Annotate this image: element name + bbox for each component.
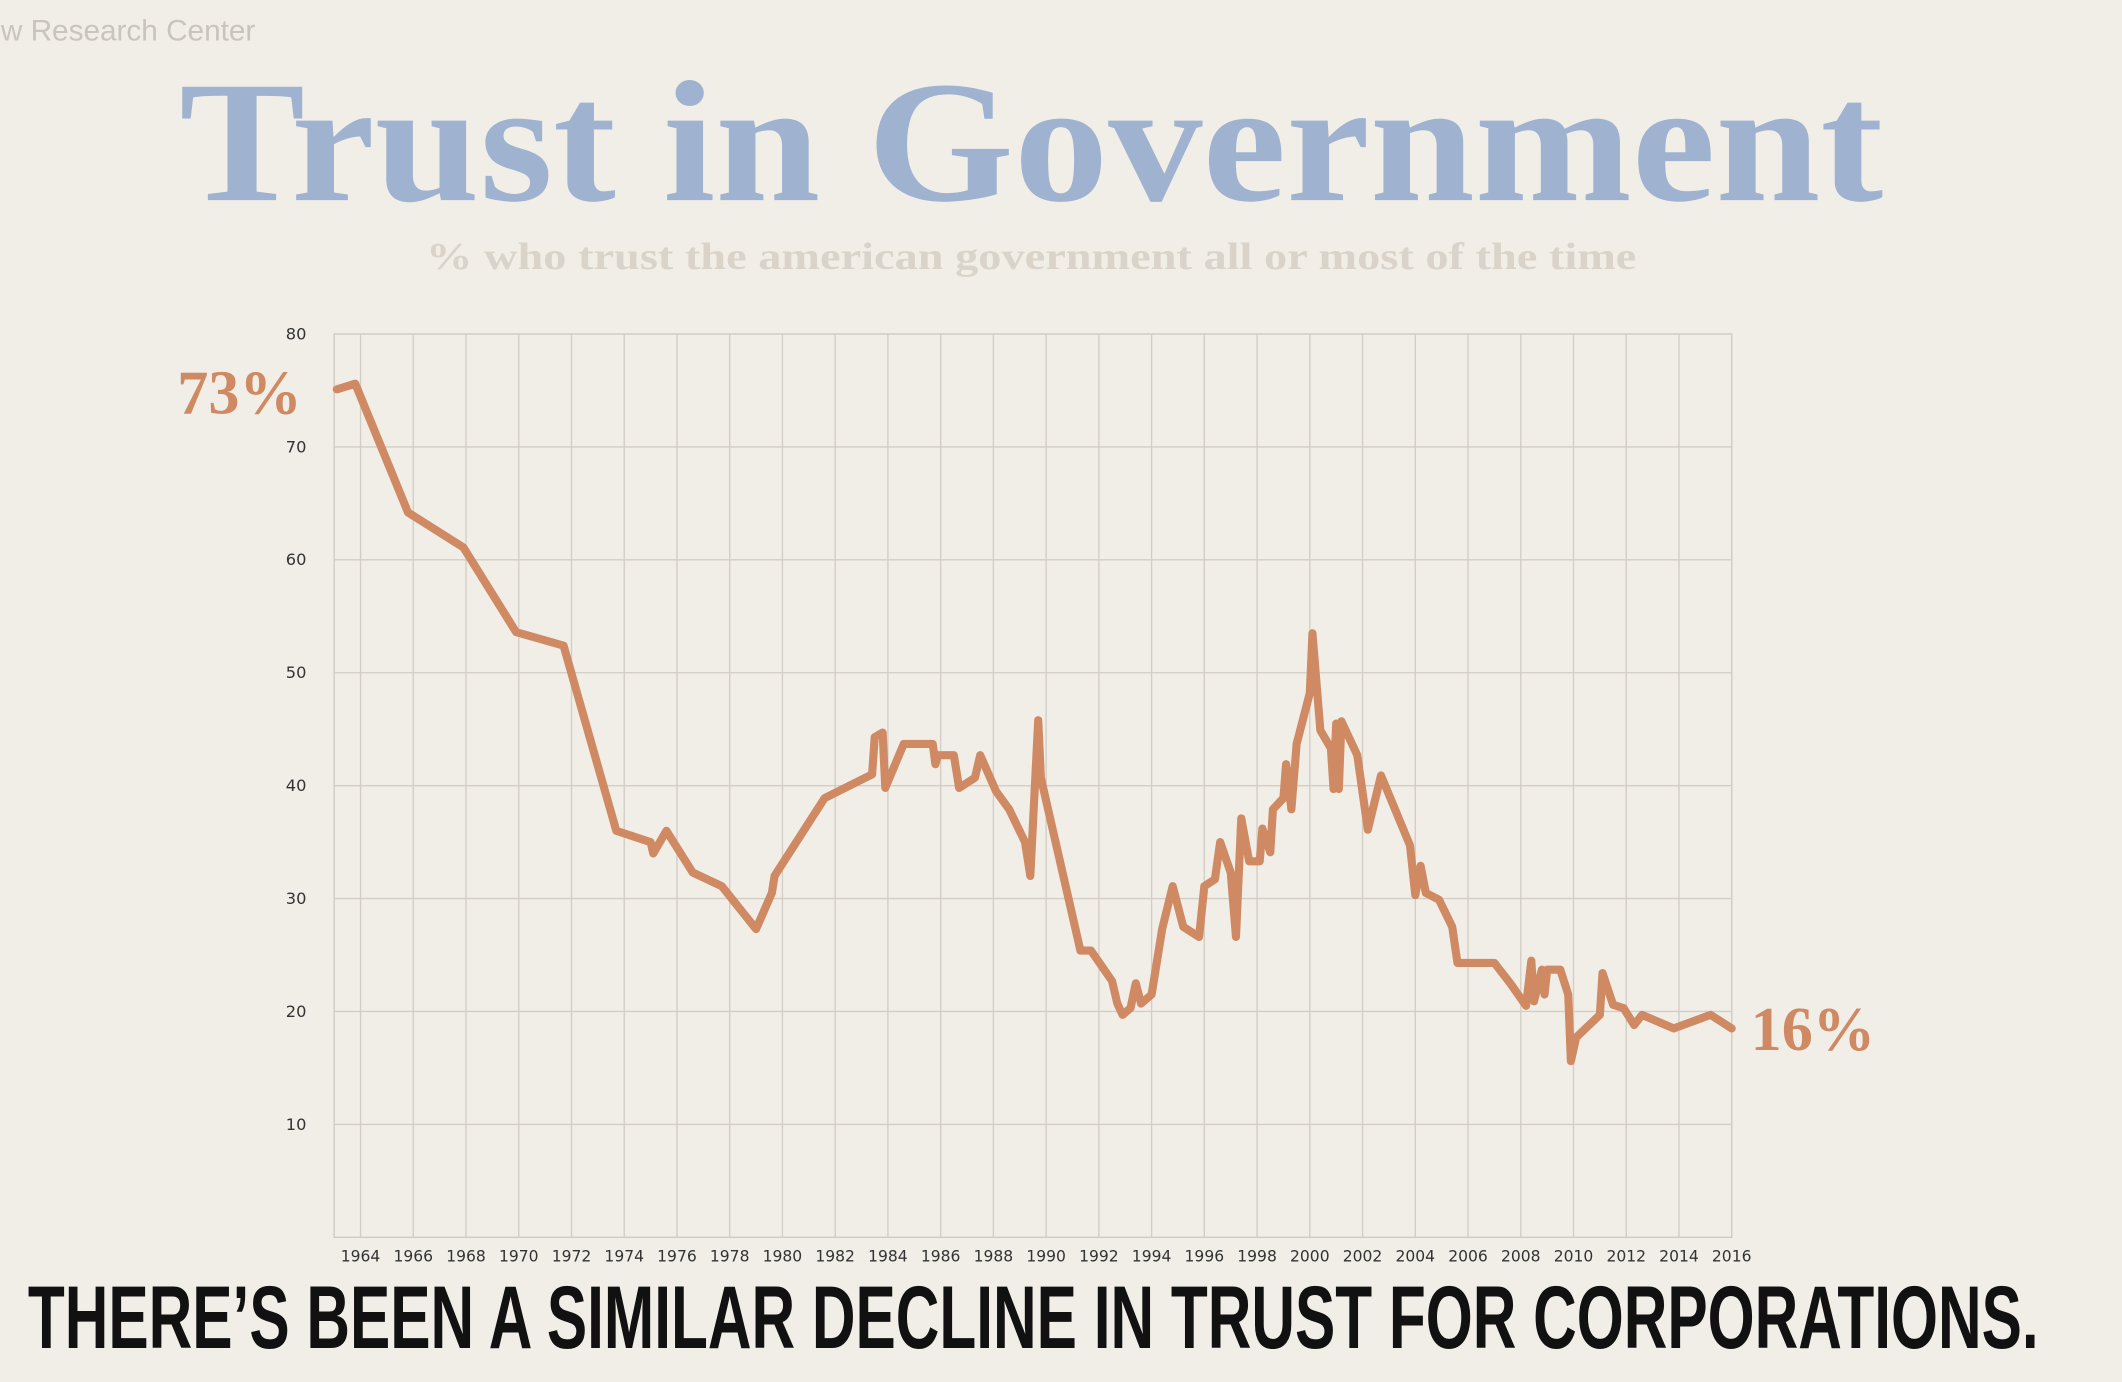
x-tick-label: 1968 (446, 1248, 486, 1266)
chart-subtitle: % who trust the american government all … (426, 236, 1636, 278)
x-tick-label: 1978 (710, 1248, 750, 1266)
y-tick-label: 70 (286, 437, 307, 456)
source: w Research Center (0, 15, 255, 48)
y-tick-label: 20 (286, 1002, 307, 1021)
x-tick-label: 1964 (341, 1248, 381, 1266)
x-tick-label: 2012 (1606, 1248, 1646, 1266)
chart-title: Trust in Government (179, 47, 1883, 238)
y-tick-label: 50 (286, 663, 307, 682)
y-tick-label: 10 (286, 1115, 307, 1134)
x-tick-label: 2006 (1448, 1248, 1488, 1266)
x-tick-label: 1984 (868, 1248, 908, 1266)
x-tick-label: 2014 (1659, 1248, 1699, 1266)
x-tick-label: 2016 (1712, 1248, 1752, 1266)
x-tick-label: 1988 (974, 1248, 1014, 1266)
x-tick-label: 1996 (1185, 1248, 1225, 1266)
y-tick-label: 30 (286, 889, 307, 908)
x-tick-label: 1998 (1237, 1248, 1277, 1266)
x-tick-label: 1992 (1079, 1248, 1119, 1266)
x-tick-label: 1976 (657, 1248, 697, 1266)
x-tick-label: 1982 (815, 1248, 855, 1266)
y-tick-label: 40 (286, 776, 307, 795)
x-tick-label: 1966 (393, 1248, 433, 1266)
x-tick-label: 2010 (1554, 1248, 1594, 1266)
x-tick-label: 2004 (1396, 1248, 1436, 1266)
annotation: 73% (177, 360, 301, 428)
y-tick-label: 80 (286, 324, 307, 343)
x-tick-label: 1986 (921, 1248, 961, 1266)
x-tick-label: 1972 (552, 1248, 592, 1266)
x-tick-label: 1970 (499, 1248, 539, 1266)
x-tick-label: 2002 (1343, 1248, 1383, 1266)
x-tick-label: 2000 (1290, 1248, 1330, 1266)
x-tick-label: 1974 (604, 1248, 644, 1266)
x-tick-label: 1990 (1026, 1248, 1066, 1266)
x-tick-label: 1980 (763, 1248, 803, 1266)
y-tick-label: 60 (286, 550, 307, 569)
x-tick-label: 1994 (1132, 1248, 1172, 1266)
data-line (332, 379, 1736, 1066)
caption: THERE’S BEEN A SIMILAR DECLINE IN TRUST … (28, 1267, 2039, 1367)
x-tick-label: 2008 (1501, 1248, 1541, 1266)
annotation: 16% (1751, 996, 1875, 1064)
